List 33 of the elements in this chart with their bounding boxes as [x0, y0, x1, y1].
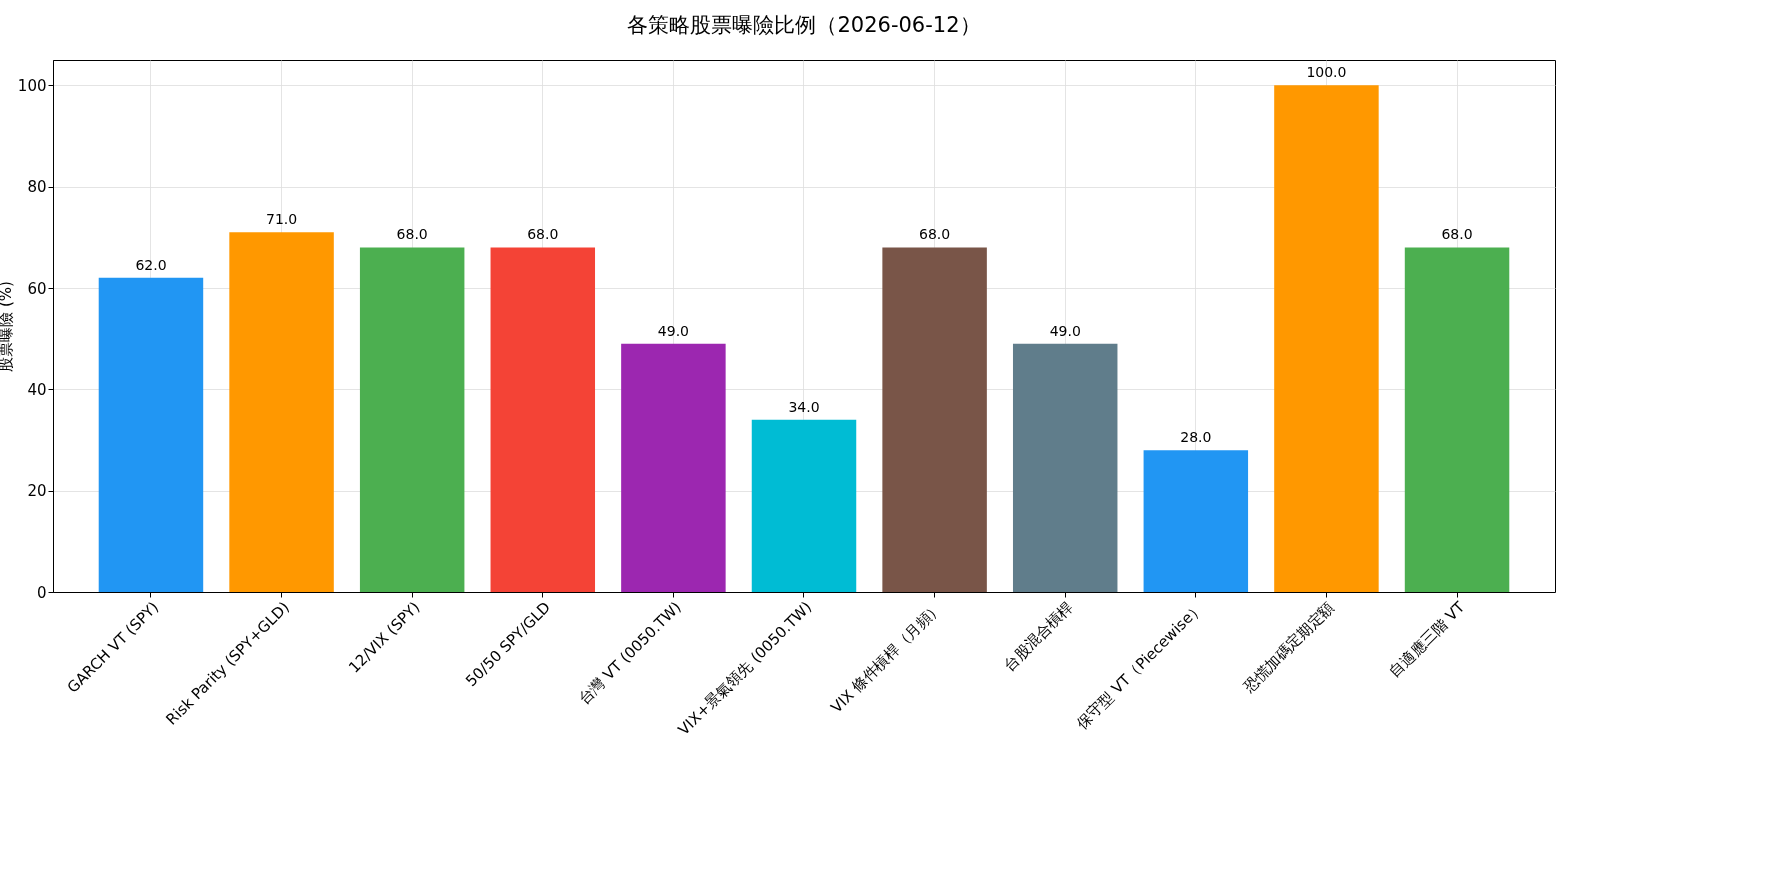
- bar: [1143, 450, 1249, 592]
- bar: [490, 247, 596, 592]
- bar: [229, 232, 334, 592]
- data-label: 71.0: [265, 211, 298, 228]
- bar: [1274, 85, 1379, 592]
- y-tick-label: 60: [27, 279, 47, 298]
- data-label: 62.0: [135, 256, 167, 273]
- y-tick-label: 40: [27, 380, 47, 399]
- x-tick-label: VIX 條件槓桿（月頻）: [827, 598, 946, 717]
- data-label: 68.0: [1441, 226, 1473, 243]
- data-label: 49.0: [1049, 322, 1081, 339]
- y-tick-label: 80: [27, 178, 47, 197]
- bar: [621, 343, 726, 592]
- bar: [359, 247, 465, 592]
- data-label: 100.0: [1306, 64, 1347, 81]
- data-label: 34.0: [788, 398, 820, 415]
- data-label: 68.0: [527, 226, 559, 243]
- y-tick-label: 0: [36, 583, 47, 602]
- bar: [98, 277, 204, 592]
- y-tick-label: 20: [27, 482, 47, 501]
- data-label: 28.0: [1180, 429, 1212, 446]
- x-tick-label: 台股混合槓桿: [1000, 598, 1077, 675]
- bar: [1404, 247, 1510, 592]
- bar: [751, 419, 857, 592]
- y-tick-label: 100: [17, 76, 47, 95]
- bar: [1012, 343, 1118, 592]
- data-label: 68.0: [919, 226, 951, 243]
- bar: [882, 247, 987, 592]
- x-tick-label: 自適應三階 VT: [1385, 597, 1469, 681]
- x-tick-label: 恐慌加碼定期定額: [1239, 598, 1338, 697]
- chart-title: 各策略股票曝險比例（2026-06-12）: [627, 13, 981, 37]
- data-label: 68.0: [396, 226, 428, 243]
- data-label: 49.0: [657, 322, 689, 339]
